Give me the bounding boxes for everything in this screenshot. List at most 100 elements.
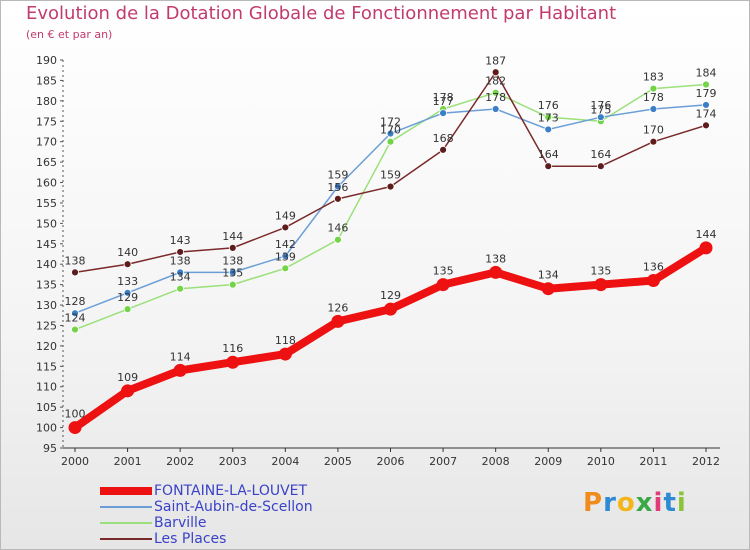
y-tick-label: 160 — [36, 177, 57, 190]
data-point — [489, 265, 503, 279]
y-tick-label: 115 — [36, 360, 57, 373]
data-point — [278, 347, 292, 361]
data-point — [699, 241, 713, 255]
data-point — [176, 268, 185, 277]
data-point — [334, 235, 342, 244]
data-label: 118 — [275, 334, 296, 347]
data-point — [541, 282, 555, 296]
y-tick-label: 180 — [36, 95, 57, 108]
data-point — [544, 125, 553, 134]
data-point — [386, 129, 395, 138]
y-tick-label: 190 — [36, 54, 57, 67]
data-label: 159 — [380, 169, 401, 182]
data-label: 100 — [65, 408, 86, 421]
logo-letter: P — [583, 488, 604, 518]
y-tick-label: 140 — [36, 258, 57, 271]
logo-letter: r — [603, 488, 617, 518]
data-label: 178 — [643, 91, 664, 104]
data-label: 183 — [643, 71, 664, 84]
data-point — [281, 264, 290, 273]
data-point — [173, 363, 187, 377]
data-point — [176, 248, 185, 256]
data-point — [646, 274, 660, 288]
data-point — [386, 137, 395, 146]
data-label: 173 — [538, 111, 559, 124]
legend-label: FONTAINE-LA-LOUVET — [154, 483, 308, 499]
data-point — [71, 309, 79, 318]
data-point — [649, 84, 658, 93]
series-layer — [68, 68, 713, 435]
data-label: 176 — [590, 99, 611, 112]
y-tick-label: 130 — [36, 299, 57, 312]
data-label: 164 — [590, 148, 611, 161]
chart-axes: 95 100 105 110 115 120 125 130 135 140 145 150 155 16… — [36, 54, 720, 468]
legend-swatch-barville — [100, 522, 152, 524]
data-label: 149 — [275, 209, 296, 222]
legend-label: Barville — [154, 515, 207, 531]
data-label: 187 — [485, 54, 506, 67]
y-tick-label: 105 — [36, 401, 57, 414]
data-label: 142 — [275, 238, 296, 251]
data-point — [228, 268, 237, 277]
data-point — [331, 314, 345, 328]
data-label: 129 — [380, 289, 401, 302]
y-tick-label: 170 — [36, 136, 57, 149]
legend-swatch-saint-aubin — [100, 506, 152, 508]
proxiti-logo: Proxiti — [583, 488, 687, 518]
data-label: 109 — [117, 371, 138, 384]
y-tick-label: 165 — [36, 156, 57, 169]
data-label: 114 — [170, 350, 191, 363]
data-label: 168 — [433, 132, 454, 145]
data-point — [544, 162, 553, 171]
data-label: 184 — [696, 67, 717, 80]
y-tick-label: 135 — [36, 279, 57, 292]
data-point — [702, 121, 710, 130]
data-label: 178 — [485, 91, 506, 104]
data-label: 144 — [222, 230, 243, 243]
data-label: 138 — [65, 254, 86, 267]
data-label: 134 — [170, 271, 191, 284]
chart-subtitle: (en € et par an) — [26, 28, 113, 41]
legend-label: Les Places — [154, 531, 227, 547]
data-label: 139 — [275, 250, 296, 263]
data-label: 116 — [222, 342, 243, 355]
data-point — [71, 268, 79, 277]
data-label: 135 — [222, 267, 243, 280]
x-tick-label: 2008 — [482, 455, 510, 468]
data-point — [491, 88, 500, 97]
y-tick-label: 145 — [36, 238, 57, 251]
y-tick-label: 150 — [36, 217, 57, 230]
data-label: 128 — [65, 295, 86, 308]
data-label: 135 — [590, 265, 611, 278]
data-point — [123, 288, 132, 297]
data-label: 182 — [485, 75, 506, 88]
chart-title: Evolution de la Dotation Globale de Fonc… — [26, 3, 617, 24]
data-point — [702, 101, 710, 109]
data-point — [176, 284, 185, 293]
data-point — [491, 105, 500, 113]
data-point — [281, 252, 290, 260]
logo-letter: i — [653, 488, 664, 518]
x-tick-label: 2006 — [377, 455, 405, 468]
logo-letter: t — [663, 488, 677, 518]
data-point — [702, 80, 710, 89]
data-label: 140 — [117, 246, 138, 259]
data-point — [544, 113, 553, 122]
data-point — [596, 162, 605, 171]
data-label: 178 — [433, 91, 454, 104]
data-point — [281, 223, 290, 232]
data-point — [386, 182, 395, 191]
data-label: 159 — [327, 169, 348, 182]
data-label: 175 — [590, 103, 611, 116]
data-label: 124 — [65, 312, 86, 325]
x-tick-label: 2001 — [114, 455, 142, 468]
logo-letter: o — [616, 488, 636, 518]
x-tick-label: 2010 — [587, 455, 615, 468]
data-label: 172 — [380, 116, 401, 129]
data-label: 179 — [696, 87, 717, 100]
data-label: 170 — [380, 124, 401, 137]
data-label: 138 — [170, 254, 191, 267]
legend-swatch-les-places — [100, 538, 152, 540]
